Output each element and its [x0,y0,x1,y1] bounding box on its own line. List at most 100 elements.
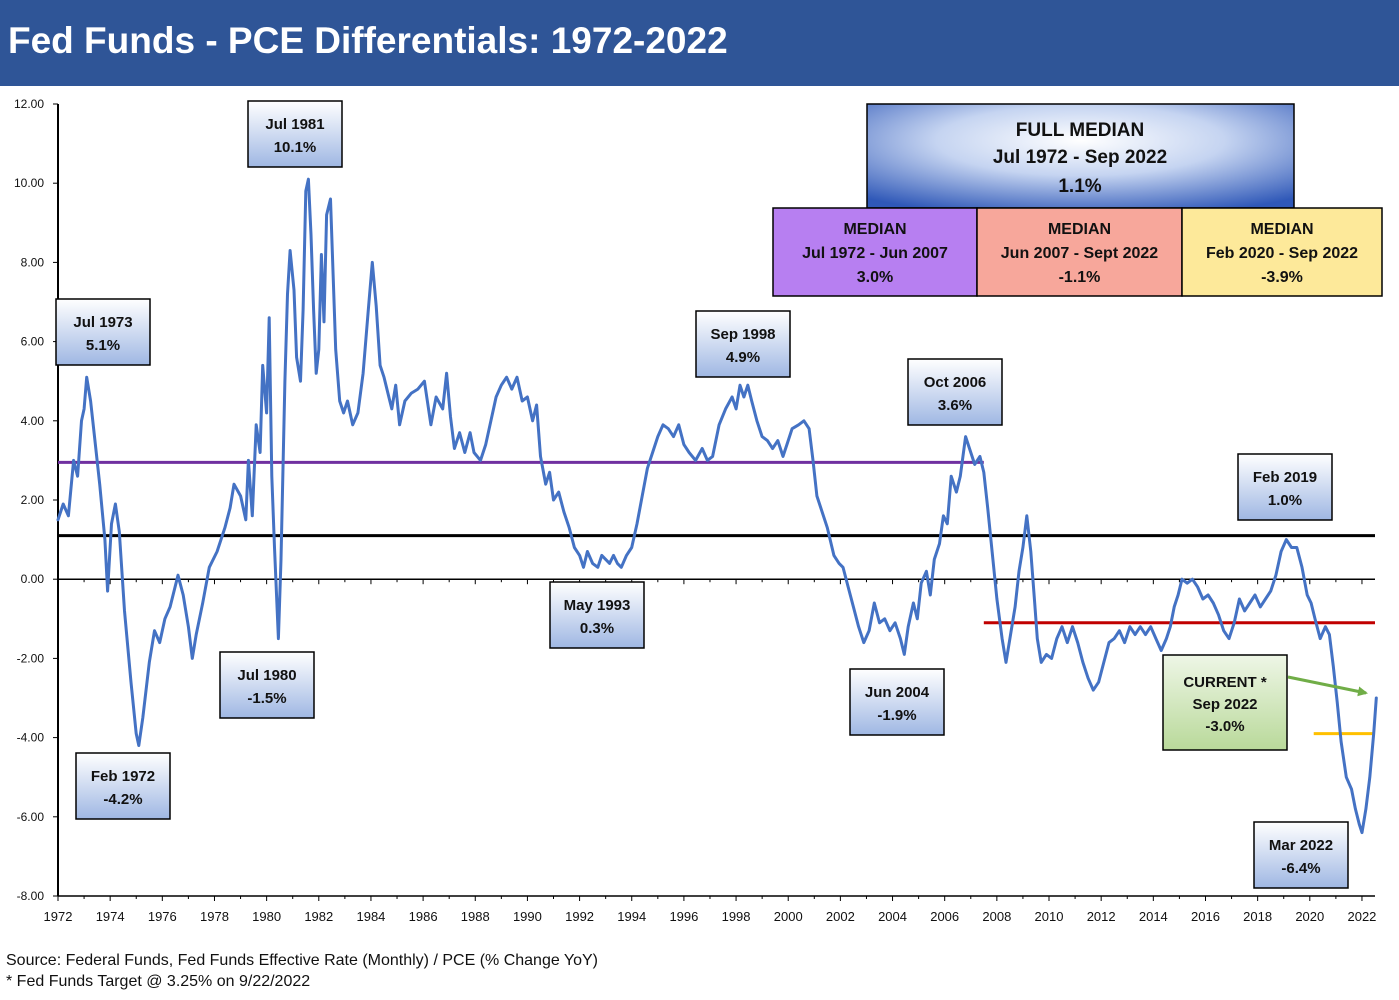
period-median-value: 3.0% [857,269,893,286]
source-note: Source: Federal Funds, Fed Funds Effecti… [6,952,598,969]
y-tick-label: 10.00 [14,176,44,190]
annotation-jul1981: Jul 1981 10.1% [247,100,343,168]
current-date: Sep 2022 [1192,696,1257,713]
y-tick-label: 0.00 [21,572,45,586]
annotation-jul1973: Jul 1973 5.1% [55,298,151,366]
annotation-date: Jun 2004 [865,684,930,701]
annotation-value: -1.9% [877,707,916,724]
x-tick-label: 2010 [1035,909,1064,924]
title-bar: Fed Funds - PCE Differentials: 1972-2022 [0,0,1399,86]
x-tick-label: 2008 [982,909,1011,924]
annotation-box [247,100,343,168]
x-tick-label: 1984 [356,909,385,924]
x-tick-label: 1972 [44,909,73,924]
full-median-title: FULL MEDIAN [1016,120,1144,141]
full-median-value: 1.1% [1058,176,1101,197]
x-tick-label: 2020 [1295,909,1324,924]
full-median-rect [866,103,1295,209]
x-tick-label: 2004 [878,909,907,924]
footnote: * Fed Funds Target @ 3.25% on 9/22/2022 [6,973,311,990]
annotation-sep1998: Sep 1998 4.9% [695,310,791,378]
annotation-value: -6.4% [1281,860,1320,877]
annotation-date: Sep 1998 [710,326,775,343]
x-tick-label: 1994 [617,909,646,924]
y-tick-label: 4.00 [21,414,45,428]
annotation-box [75,752,171,820]
annotation-date: Jul 1981 [265,116,324,133]
period-median-m3: MEDIAN Feb 2020 - Sep 2022 -3.9% [1181,207,1383,297]
y-tick-label: 8.00 [21,255,45,269]
period-median-value: -3.9% [1261,269,1303,286]
chart-title: Fed Funds - PCE Differentials: 1972-2022 [8,20,728,61]
annotation-value: 4.9% [726,349,760,366]
annotation-box [849,668,945,736]
y-tick-label: -6.00 [17,810,45,824]
period-median-title: MEDIAN [1250,221,1313,238]
y-tick-label: 2.00 [21,493,45,507]
annotation-box [55,298,151,366]
x-tick-label: 2016 [1191,909,1220,924]
x-tick-label: 1990 [513,909,542,924]
x-tick-label: 1978 [200,909,229,924]
current-annotation: CURRENT * Sep 2022 -3.0% [1162,654,1368,751]
x-tick-label: 2012 [1087,909,1116,924]
annotation-value: 5.1% [86,337,120,354]
y-tick-label: 6.00 [21,335,45,349]
annotation-date: Jul 1980 [237,667,296,684]
period-median-period: Feb 2020 - Sep 2022 [1206,245,1358,262]
period-median-m2: MEDIAN Jun 2007 - Sept 2022 -1.1% [976,207,1183,297]
x-tick-label: 2022 [1347,909,1376,924]
annotation-box [1253,821,1349,889]
x-tick-label: 1986 [409,909,438,924]
annotation-date: Jul 1973 [73,314,132,331]
period-median-value: -1.1% [1059,269,1101,286]
period-median-rect [772,207,978,297]
x-tick-label: 1996 [669,909,698,924]
annotation-box [907,358,1003,426]
period-median-title: MEDIAN [843,221,906,238]
series-line-0 [56,177,1378,835]
period-median-period: Jun 2007 - Sept 2022 [1001,245,1159,262]
annotation-value: 10.1% [274,139,317,156]
y-tick-label: -4.00 [17,731,45,745]
x-tick-label: 1998 [722,909,751,924]
x-tick-label: 1982 [304,909,333,924]
annotation-value: 1.0% [1268,492,1302,509]
period-median-title: MEDIAN [1048,221,1111,238]
full-median-period: Jul 1972 - Sep 2022 [993,147,1167,168]
period-median-rect [1181,207,1383,297]
annotation-box [219,651,315,719]
annotation-date: Mar 2022 [1269,837,1333,854]
annotation-date: Oct 2006 [924,374,987,391]
x-tick-label: 1974 [96,909,125,924]
current-box [1162,654,1288,751]
annotation-value: -1.5% [247,690,286,707]
annotation-may1993: May 1993 0.3% [549,581,645,649]
x-tick-label: 2006 [930,909,959,924]
annotation-date: Feb 2019 [1253,469,1317,486]
x-tick-label: 1980 [252,909,281,924]
full-median-box: FULL MEDIAN Jul 1972 - Sep 2022 1.1% [866,103,1295,209]
annotation-value: 0.3% [580,620,614,637]
annotation-feb1972: Feb 1972 -4.2% [75,752,171,820]
y-tick-label: 12.00 [14,97,44,111]
current-label: CURRENT * [1183,674,1266,691]
period-median-period: Jul 1972 - Jun 2007 [802,245,948,262]
x-tick-label: 2018 [1243,909,1272,924]
current-arrow [1287,675,1368,697]
x-tick-label: 2014 [1139,909,1168,924]
annotation-oct2006: Oct 2006 3.6% [907,358,1003,426]
annotation-box [549,581,645,649]
annotation-date: May 1993 [564,597,631,614]
annotation-value: 3.6% [938,397,972,414]
x-tick-label: 2000 [774,909,803,924]
annotation-jul1980: Jul 1980 -1.5% [219,651,315,719]
x-tick-label: 2002 [826,909,855,924]
period-median-m1: MEDIAN Jul 1972 - Jun 2007 3.0% [772,207,978,297]
x-tick-label: 1976 [148,909,177,924]
x-tick-label: 1988 [461,909,490,924]
current-value: -3.0% [1205,718,1244,735]
annotation-value: -4.2% [103,791,142,808]
annotation-date: Feb 1972 [91,768,155,785]
